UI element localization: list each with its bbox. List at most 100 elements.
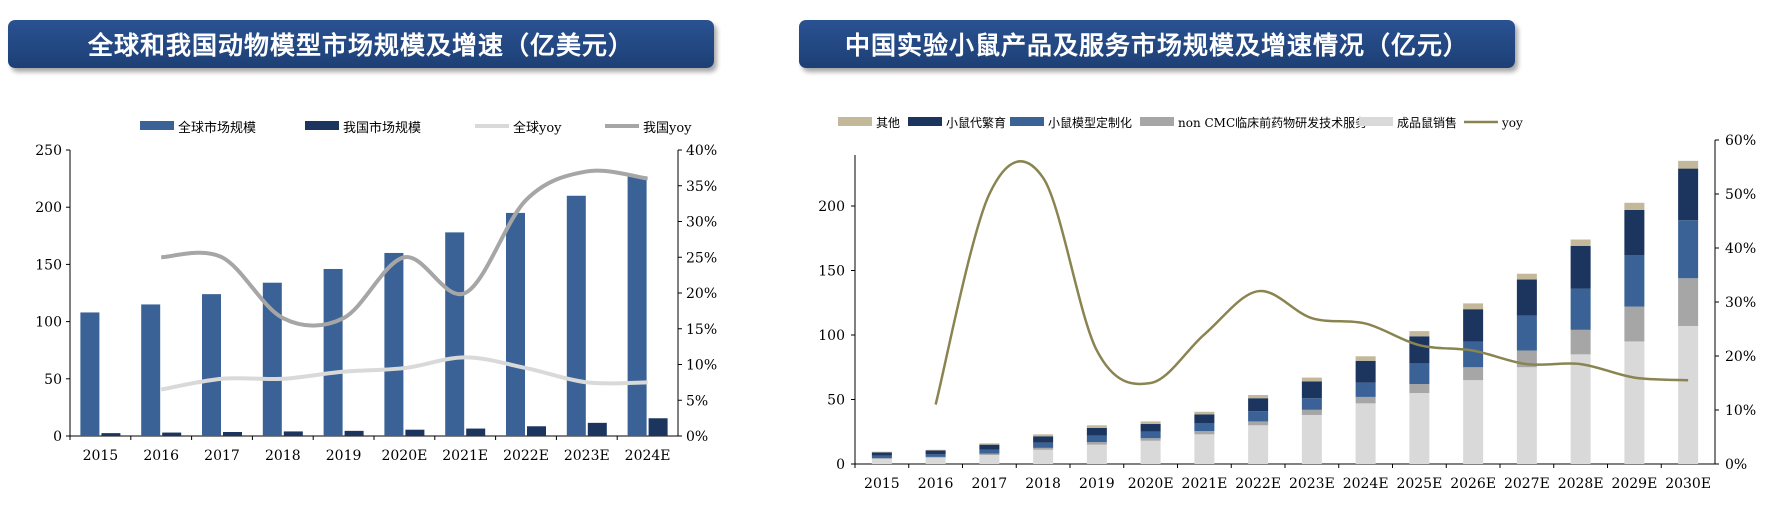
bar-non CMC临床前药物研发技术服务 [1570,329,1591,355]
bar-我国市场规模 [101,433,121,436]
y-right-tick-label: 0% [1725,457,1747,473]
bar-我国市场规模 [527,426,546,436]
bar-小鼠代繁育 [1086,427,1107,436]
bar-我国市场规模 [283,431,303,436]
bar-成品鼠销售 [1086,444,1107,464]
bar-non CMC临床前药物研发技术服务 [1086,442,1107,445]
left-panel: 全球和我国动物模型市场规模及增速（亿美元） 0 50 100 150 200 250 0% 5… [0,0,830,509]
bar-成品鼠销售 [871,458,892,464]
line-全球yoy [160,355,648,392]
bar-全球市场规模 [80,312,100,436]
legend-swatch-成品鼠销售 [1359,117,1393,126]
y-left-tick-label: 50 [827,393,845,409]
bar-小鼠模型定制化 [1624,255,1645,307]
x-tick-label: 2027E [1504,476,1550,492]
legend-label-yoy: yoy [1501,116,1523,130]
y-right-tick-label: 10% [686,358,717,374]
bar-小鼠代繁育 [925,450,946,455]
bar-其他 [925,449,946,451]
bar-成品鼠销售 [1248,425,1269,464]
x-tick-label: 2020E [381,448,427,464]
bar-小鼠模型定制化 [1248,411,1269,422]
x-tick-label: 2026E [1450,476,1496,492]
legend-label-全球市场规模: 全球市场规模 [178,120,256,136]
bar-小鼠代繁育 [1678,168,1699,221]
bar-小鼠模型定制化 [1516,315,1537,351]
x-tick-label: 2022E [503,448,549,464]
x-tick-label: 2025E [1396,476,1442,492]
bar-成品鼠销售 [1463,380,1484,464]
x-tick-label: 2016 [143,448,179,464]
legend-swatch-全球市场规模 [140,121,174,130]
right-panel: 中国实验小鼠产品及服务市场规模及增速情况（亿元） 0 50 100 150 200 0% 1… [790,0,1792,509]
bar-我国市场规模 [162,432,182,436]
y-right-tick-label: 30% [686,215,717,231]
bar-小鼠模型定制化 [1194,423,1215,432]
bar-小鼠代繁育 [1140,424,1161,432]
bar-小鼠代繁育 [1248,398,1269,412]
bar-小鼠模型定制化 [1140,431,1161,439]
x-tick-label: 2017 [972,476,1008,492]
bar-成品鼠销售 [979,454,1000,464]
bar-其他 [1355,356,1376,361]
left-chart-title: 全球和我国动物模型市场规模及增速（亿美元） [8,20,714,68]
bar-我国市场规模 [223,431,242,436]
bar-小鼠模型定制化 [1033,442,1054,448]
bar-全球市场规模 [384,252,404,436]
bar-小鼠模型定制化 [1570,288,1591,330]
bar-小鼠代繁育 [871,452,892,456]
x-tick-label: 2015 [864,476,900,492]
legend-label-其他: 其他 [876,116,900,130]
bar-我国市场规模 [344,430,364,436]
bar-其他 [1516,273,1537,280]
legend-swatch-non CMC临床前药物研发技术服务 [1140,117,1174,126]
line-我国yoy [161,168,648,328]
y-left-tick-label: 0 [53,429,62,445]
y-left-tick-label: 50 [44,372,62,388]
y-left-tick-label: 200 [35,200,62,216]
y-right-tick-label: 50% [1725,187,1756,203]
bar-成品鼠销售 [1516,367,1537,464]
bar-小鼠代繁育 [1409,336,1430,364]
x-tick-label: 2019 [1079,476,1115,492]
bar-其他 [1140,421,1161,425]
bar-其他 [979,443,1000,445]
bar-小鼠模型定制化 [979,449,1000,454]
bar-成品鼠销售 [1194,434,1215,464]
x-tick-label: 2029E [1611,476,1657,492]
bar-non CMC临床前药物研发技术服务 [1463,367,1484,381]
bar-成品鼠销售 [1033,449,1054,464]
bar-小鼠代繁育 [1301,381,1322,399]
x-tick-label: 2028E [1558,476,1604,492]
bar-成品鼠销售 [1140,440,1161,464]
y-left-tick-label: 100 [818,328,845,344]
bar-其他 [1248,394,1269,399]
y-right-tick-label: 0% [686,429,708,445]
y-right-tick-label: 35% [686,179,717,195]
bar-小鼠模型定制化 [1355,382,1376,397]
bar-non CMC临床前药物研发技术服务 [871,458,892,459]
bar-non CMC临床前药物研发技术服务 [979,453,1000,455]
legend-swatch-其他 [838,117,872,126]
bar-小鼠模型定制化 [925,454,946,457]
bar-小鼠代繁育 [1194,414,1215,424]
bar-non CMC临床前药物研发技术服务 [1301,409,1322,415]
x-tick-label: 2020E [1128,476,1174,492]
x-tick-label: 2023E [1289,476,1335,492]
x-tick-label: 2016 [918,476,954,492]
x-tick-label: 2021E [442,448,488,464]
x-tick-label: 2022E [1235,476,1281,492]
bar-non CMC临床前药物研发技术服务 [1624,306,1645,342]
y-left-tick-label: 250 [35,143,62,159]
x-tick-label: 2019 [326,448,362,464]
y-right-tick-label: 20% [686,286,717,302]
bar-全球市场规模 [445,232,465,436]
bar-小鼠模型定制化 [1463,341,1484,368]
bar-小鼠模型定制化 [1678,220,1699,279]
y-left-tick-label: 150 [35,257,62,273]
bar-其他 [1570,239,1591,246]
bar-成品鼠销售 [1570,354,1591,464]
bar-non CMC临床前药物研发技术服务 [1248,421,1269,426]
bar-non CMC临床前药物研发技术服务 [1140,438,1161,441]
bar-成品鼠销售 [1678,325,1699,464]
